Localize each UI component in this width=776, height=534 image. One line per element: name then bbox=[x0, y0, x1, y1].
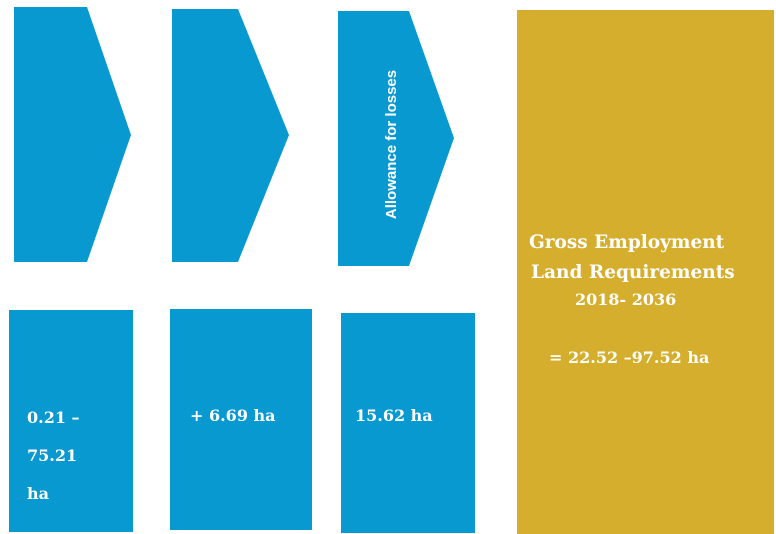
result-title-line-1: Gross Employment bbox=[529, 232, 725, 253]
value-box-3: 15.62 ha bbox=[341, 313, 475, 533]
value-box-2: + 6.69 ha bbox=[170, 309, 312, 530]
value-box-1-line-1: 0.21 – bbox=[27, 408, 80, 427]
allowance-label: Allowance for losses bbox=[383, 69, 401, 219]
result-value: = 22.52 –97.52 ha bbox=[549, 348, 710, 367]
result-period: 2018- 2036 bbox=[575, 290, 677, 309]
value-box-1: 0.21 – 75.21 ha bbox=[9, 310, 133, 532]
arrow-3-label-wrap: Allowance for losses bbox=[342, 38, 442, 250]
arrow-shape-1 bbox=[14, 7, 131, 262]
value-box-2-text: + 6.69 ha bbox=[190, 406, 276, 425]
value-box-1-line-2: 75.21 bbox=[27, 446, 78, 465]
value-box-1-line-3: ha bbox=[27, 484, 49, 503]
value-box-3-text: 15.62 ha bbox=[355, 406, 433, 425]
result-box: Gross Employment Land Requirements 2018-… bbox=[517, 10, 774, 534]
result-title-line-2: Land Requirements bbox=[531, 262, 735, 283]
arrow-shape-2 bbox=[172, 9, 289, 262]
arrow-shape-3 bbox=[338, 11, 454, 266]
